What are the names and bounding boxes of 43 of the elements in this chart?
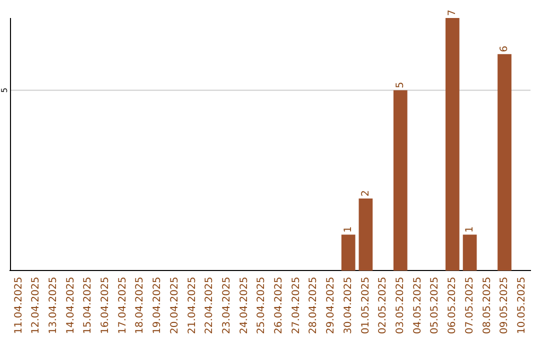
x-tick-label: 29.04.2025 (326, 276, 337, 334)
ref-line-label: 5 (0, 88, 10, 93)
x-tick-label: 19.04.2025 (152, 276, 164, 334)
data-label: 2 (360, 190, 372, 197)
x-tick-label: 15.04.2025 (82, 276, 94, 334)
x-tick-label: 16.04.2025 (100, 276, 112, 334)
x-tick-label: 04.05.2025 (412, 276, 424, 334)
x-tick-label: 11.04.2025 (13, 276, 24, 334)
data-label: 7 (447, 10, 458, 16)
x-tick-label: 25.04.2025 (256, 276, 268, 334)
x-tick-label: 09.05.2025 (499, 276, 510, 334)
x-tick-label: 28.04.2025 (308, 276, 320, 334)
x-tick-label: 26.04.2025 (274, 276, 285, 334)
data-label: 1 (342, 226, 354, 233)
x-tick-label: 14.04.2025 (65, 276, 76, 334)
x-tick-label: 02.05.2025 (378, 276, 389, 334)
x-tick-label: 30.04.2025 (342, 276, 354, 334)
data-label: 5 (395, 82, 406, 88)
x-tick-label: 17.04.2025 (117, 276, 128, 334)
x-tick-label: 22.04.2025 (204, 276, 216, 334)
x-tick-label: 08.05.2025 (482, 276, 493, 334)
x-tick-label: 23.04.2025 (221, 276, 232, 334)
bar (498, 54, 512, 271)
bar (341, 234, 356, 271)
x-tick-label: 01.05.2025 (360, 276, 372, 334)
bar (462, 234, 477, 271)
x-tick-label: 27.04.2025 (290, 276, 302, 334)
x-tick-label: 03.05.2025 (395, 276, 406, 334)
x-tick-label: 07.05.2025 (464, 276, 476, 334)
x-tick-label: 21.04.2025 (186, 276, 198, 334)
x-tick-label: 05.05.2025 (430, 276, 441, 334)
data-label: 6 (499, 46, 510, 52)
x-tick-label: 20.04.2025 (169, 276, 180, 334)
x-tick-label: 24.04.2025 (238, 276, 250, 334)
x-tick-label: 10.05.2025 (516, 276, 528, 334)
bar (358, 198, 373, 271)
x-tick-label: 06.05.2025 (447, 276, 458, 334)
x-tick-label: 12.04.2025 (30, 276, 42, 334)
bar (446, 18, 460, 271)
bar (393, 90, 408, 271)
data-label: 1 (464, 226, 476, 233)
x-tick-label: 18.04.2025 (134, 276, 146, 334)
x-tick-label: 13.04.2025 (48, 276, 59, 334)
